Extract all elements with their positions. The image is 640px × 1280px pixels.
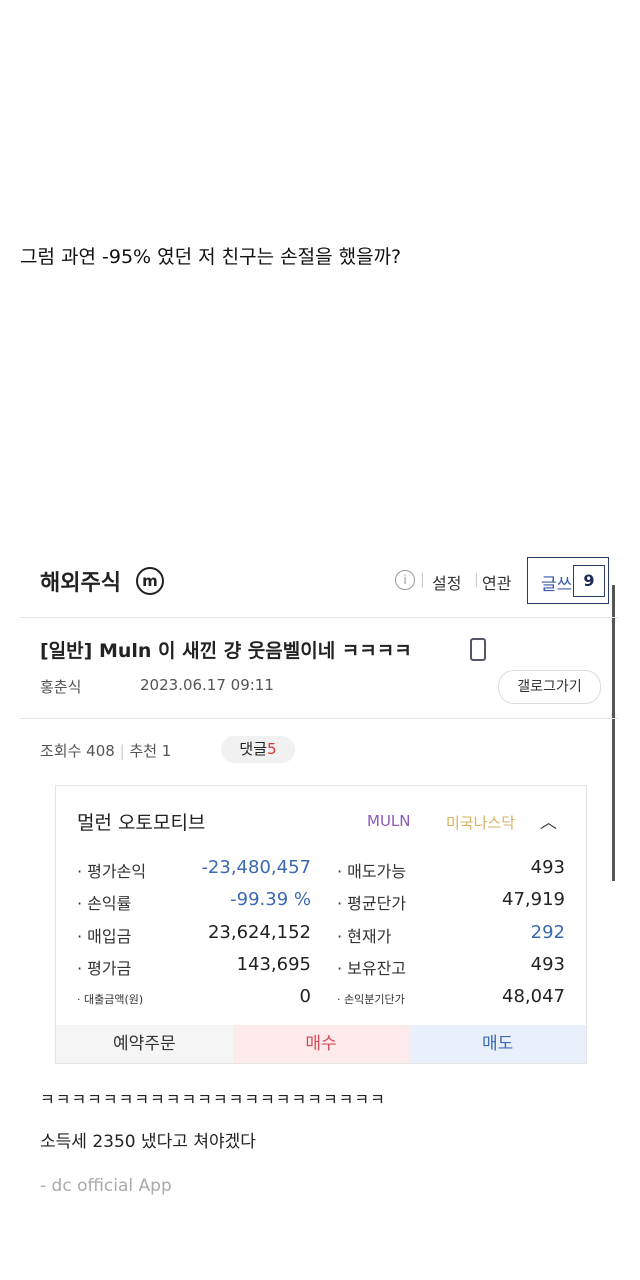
body-laugh: ㅋㅋㅋㅋㅋㅋㅋㅋㅋㅋㅋㅋㅋㅋㅋㅋㅋㅋㅋㅋㅋㅋ [40,1090,386,1109]
annotation-badge: 9 [573,565,605,597]
stock-field-label: · 손익분기단가 [337,993,405,1006]
stock-card [55,785,587,1064]
stock-field-value: -23,480,457 [201,857,311,878]
stock-field-label: · 평가금 [77,959,132,978]
author[interactable]: 홍춘식 [40,678,82,696]
order-buttons: 예약주문 매수 매도 [56,1025,587,1063]
divider [20,617,618,618]
gallery-title[interactable]: 해외주식 [40,571,121,596]
question-text: 그럼 과연 -95% 였던 저 친구는 손절을 했을까? [20,246,402,268]
write-button[interactable] [527,557,609,604]
stock-field-label: · 대출금액(원) [77,993,144,1006]
stock-field-value: 47,919 [502,889,565,910]
minor-gallery-icon: m [136,567,164,595]
post-stats: 조회수 408 | 추천 1 [40,742,172,760]
write-label[interactable]: 글쓰 [541,575,573,595]
scrollbar[interactable] [612,585,615,881]
gallog-button[interactable]: 갤로그가기 [498,670,601,704]
stock-ticker: MULN [367,812,411,830]
divider: | [474,572,479,588]
info-icon[interactable]: i [395,570,415,590]
stock-field-label: · 평가손익 [77,862,147,881]
stock-field-value: 0 [299,986,311,1007]
stock-field-value: -99.39 % [230,889,311,910]
settings-link[interactable]: 설정 [432,574,462,593]
comment-label: 댓글 [239,740,268,758]
stock-field-value: 493 [530,954,565,975]
stock-field-label: · 평균단가 [337,894,407,913]
body-text: 소득세 2350 냈다고 쳐야겠다 [40,1132,256,1152]
app-signature: - dc official App [40,1176,172,1196]
comment-button[interactable]: 댓글5 [221,736,295,763]
stock-field-label: · 보유잔고 [337,959,407,978]
divider: | [420,572,425,588]
stock-field-value: 493 [530,857,565,878]
stock-field-label: · 매입금 [77,927,132,946]
related-link[interactable]: 연관 [482,574,512,593]
view-count: 조회수 408 [40,742,115,760]
post-date: 2023.06.17 09:11 [140,676,274,694]
stock-field-label: · 매도가능 [337,862,407,881]
divider [20,718,618,719]
stock-field-label: · 손익률 [77,894,132,913]
chevron-up-icon[interactable]: ︿ [540,813,557,833]
buy-button[interactable]: 매수 [232,1025,410,1063]
stock-field-label: · 현재가 [337,927,392,946]
stock-name: 멀런 오토모티브 [77,812,206,834]
stock-field-value: 48,047 [502,986,565,1007]
sell-button[interactable]: 매도 [409,1025,587,1063]
recommend-count: 추천 1 [129,742,172,760]
comment-count: 5 [267,740,277,758]
stock-field-value: 23,624,152 [207,922,311,943]
mobile-icon [470,638,486,661]
post-title: [일반] Muln 이 새낀 걍 웃음벨이네 ㅋㅋㅋㅋ [40,640,412,662]
stock-field-value: 143,695 [236,954,311,975]
stock-market: 미국나스닥 [446,814,516,832]
reserve-order-button[interactable]: 예약주문 [56,1025,233,1063]
stock-field-value: 292 [530,922,565,943]
